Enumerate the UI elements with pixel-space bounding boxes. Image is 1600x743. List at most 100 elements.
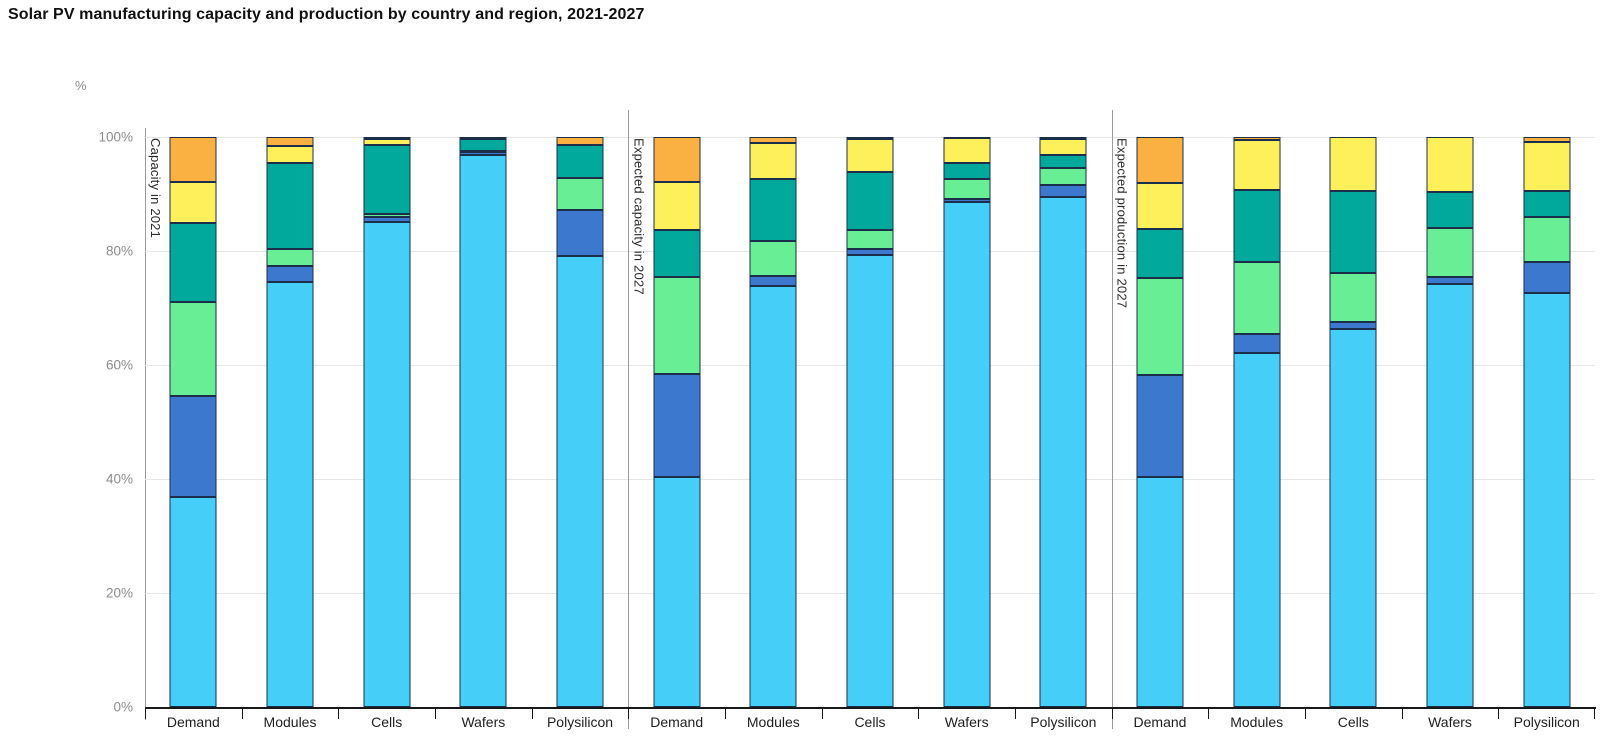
segment-light-green xyxy=(1426,228,1474,278)
segment-light-green xyxy=(846,229,894,250)
bar-expected-capacity-in-2027-polysilicon xyxy=(1039,137,1087,707)
segment-teal xyxy=(943,162,991,180)
x-axis-tick xyxy=(1208,709,1210,719)
group-divider-2 xyxy=(1112,110,1113,729)
segment-yellow xyxy=(1136,182,1184,230)
segment-blue xyxy=(556,209,604,257)
segment-orange-top- xyxy=(169,137,217,183)
bar-slot xyxy=(338,137,435,707)
segment-blue xyxy=(1233,334,1281,354)
segment-sky-blue-bottom- xyxy=(943,201,991,707)
segment-yellow xyxy=(266,145,314,163)
segment-teal xyxy=(169,222,217,302)
x-category-label: Modules xyxy=(725,709,822,739)
segment-sky-blue-bottom- xyxy=(1039,197,1087,707)
segment-light-green xyxy=(1523,217,1571,262)
x-axis-tick xyxy=(1401,709,1403,719)
bar-slot xyxy=(1015,137,1112,707)
x-category-label: Polysilicon xyxy=(1015,709,1112,739)
segment-orange-top- xyxy=(1523,137,1571,142)
segment-teal xyxy=(653,229,701,277)
plot-area: 100% 80% 60% 40% 20% 0% Capacity in 2021 Expec… xyxy=(98,130,1595,715)
bar-slot xyxy=(1402,137,1499,707)
bar-slot xyxy=(1208,137,1305,707)
segment-orange-top- xyxy=(653,137,701,183)
segment-sky-blue-bottom- xyxy=(1329,328,1377,707)
x-category-label: Polysilicon xyxy=(531,709,629,739)
segment-blue xyxy=(459,151,507,156)
group-divider-1 xyxy=(628,110,629,729)
segment-orange-top- xyxy=(556,137,604,146)
group-panel-2: Expected capacity in 2027 xyxy=(628,137,1111,707)
x-category-label: Wafers xyxy=(918,709,1015,739)
x-label-group-1: Demand Modules Cells Wafers Polysilicon xyxy=(145,709,628,739)
segment-blue xyxy=(1329,322,1377,329)
x-axis-tick xyxy=(338,709,340,719)
segment-yellow xyxy=(1426,137,1474,192)
x-category-label: Modules xyxy=(241,709,339,739)
segment-teal xyxy=(1039,155,1087,168)
bar-slot xyxy=(242,137,339,707)
x-axis-labels: Demand Modules Cells Wafers Polysilicon Deman… xyxy=(145,709,1596,739)
x-label-group-3: Demand Modules Cells Wafers Polysilicon xyxy=(1111,709,1596,739)
bar-expected-production-in-2027-cells xyxy=(1329,137,1377,707)
y-tick-label: 20% xyxy=(105,585,133,601)
segment-orange-top- xyxy=(363,137,411,139)
x-axis-tick xyxy=(1594,709,1596,719)
bar-expected-capacity-in-2027-demand xyxy=(653,137,701,707)
bar-slot xyxy=(532,137,629,707)
bar-slot xyxy=(628,137,725,707)
segment-yellow xyxy=(459,138,507,140)
segment-teal xyxy=(1329,190,1377,273)
segment-yellow xyxy=(846,139,894,173)
bar-expected-production-in-2027-modules xyxy=(1233,137,1281,707)
segment-orange-top- xyxy=(749,137,797,144)
segment-light-green xyxy=(1136,277,1184,376)
group-panel-3: Expected production in 2027 xyxy=(1112,137,1595,707)
segment-light-green xyxy=(169,301,217,397)
group-label: Expected production in 2027 xyxy=(1114,138,1130,309)
segment-sky-blue-bottom- xyxy=(1523,292,1571,707)
segment-blue xyxy=(653,373,701,478)
segment-teal xyxy=(1426,191,1474,229)
bar-expected-capacity-in-2027-cells xyxy=(846,137,894,707)
segment-blue xyxy=(266,265,314,283)
segment-teal xyxy=(1233,190,1281,262)
segment-orange-top- xyxy=(459,137,507,139)
bar-capacity-in-2021-cells xyxy=(363,137,411,707)
chart-title: Solar PV manufacturing capacity and prod… xyxy=(8,6,645,23)
segment-blue xyxy=(749,275,797,287)
x-axis-tick xyxy=(628,709,630,719)
segment-sky-blue-bottom- xyxy=(653,477,701,707)
bar-capacity-in-2021-demand xyxy=(169,137,217,707)
group-label: Expected capacity in 2027 xyxy=(631,138,647,295)
x-axis-line xyxy=(145,707,1596,709)
x-category-label: Demand xyxy=(1111,709,1209,739)
segment-teal xyxy=(749,179,797,242)
segment-sky-blue-bottom- xyxy=(169,497,217,707)
x-category-label: Wafers xyxy=(1401,709,1499,739)
bar-panels: Capacity in 2021 Expected capacity in 202… xyxy=(145,137,1595,707)
segment-light-green xyxy=(653,276,701,374)
bar-slot xyxy=(1305,137,1402,707)
segment-blue xyxy=(943,199,991,202)
y-tick-label: 60% xyxy=(105,357,133,373)
segment-yellow xyxy=(1039,139,1087,156)
y-axis-unit-label: % xyxy=(75,78,87,93)
segment-yellow xyxy=(363,138,411,145)
segment-teal xyxy=(363,145,411,214)
segment-yellow xyxy=(749,143,797,180)
segment-sky-blue-bottom- xyxy=(749,286,797,707)
x-axis-tick xyxy=(821,709,823,719)
segment-sky-blue-bottom- xyxy=(846,255,894,707)
bar-slot xyxy=(1498,137,1595,707)
segment-sky-blue-bottom- xyxy=(459,155,507,707)
segment-light-green xyxy=(556,177,604,210)
x-category-label: Cells xyxy=(338,709,435,739)
segment-orange-top- xyxy=(943,137,991,139)
x-category-label: Demand xyxy=(628,709,725,739)
segment-light-green xyxy=(459,150,507,152)
x-axis-tick xyxy=(1015,709,1017,719)
segment-sky-blue-bottom- xyxy=(266,282,314,707)
segment-teal xyxy=(459,139,507,151)
